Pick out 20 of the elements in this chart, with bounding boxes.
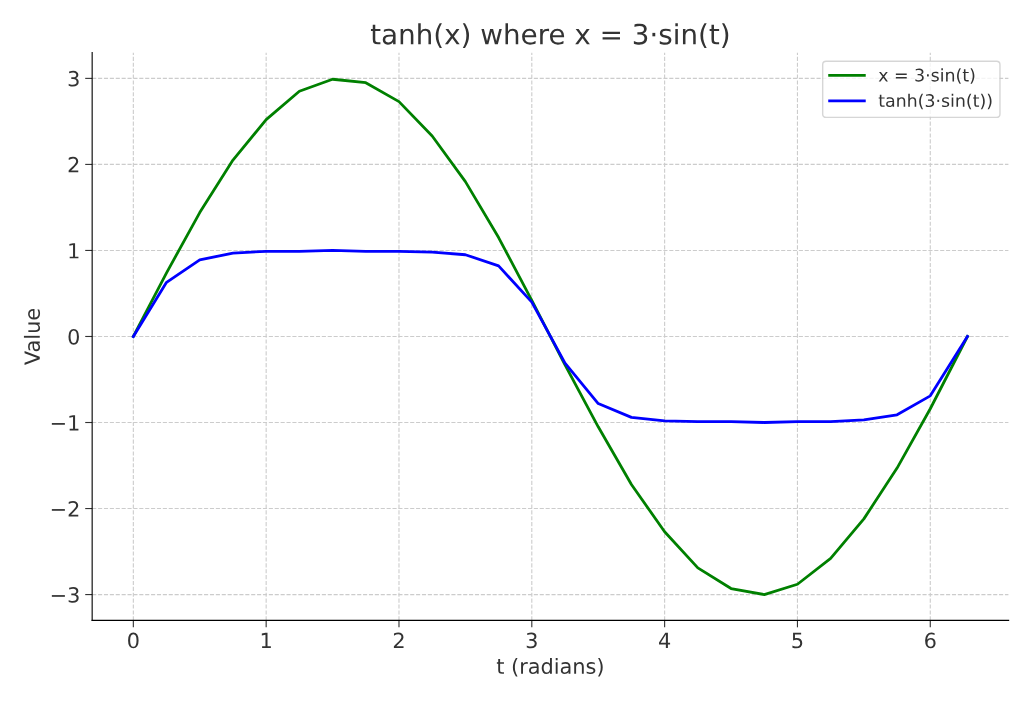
x-tick-label: 4 — [659, 632, 671, 649]
x-tick-label: 1 — [261, 632, 271, 649]
y-tick-label: −2 — [51, 501, 79, 517]
chart-title: tanh(x) where x = 3·sin(t) — [370, 23, 729, 48]
y-axis-title: Value — [23, 308, 41, 365]
y-tick-label: 0 — [68, 328, 79, 345]
line-series — [131, 249, 969, 424]
x-tick-label: 6 — [925, 632, 936, 649]
legend-label: tanh(3·sin(t)) — [878, 93, 992, 110]
x-tick-label: 5 — [792, 632, 803, 649]
y-tick-label: −3 — [51, 587, 79, 603]
x-tick-label: 3 — [526, 632, 537, 649]
legend-label: x = 3·sin(t) — [878, 68, 975, 84]
x-axis-title: t (radians) — [496, 657, 603, 677]
y-tick-label: −1 — [51, 415, 79, 431]
y-tick-label: 3 — [68, 70, 79, 87]
x-tick-label: 0 — [128, 632, 139, 649]
y-tick-label: 2 — [68, 156, 79, 173]
x-tick-label: 2 — [393, 632, 404, 649]
y-tick-label: 1 — [69, 243, 79, 259]
